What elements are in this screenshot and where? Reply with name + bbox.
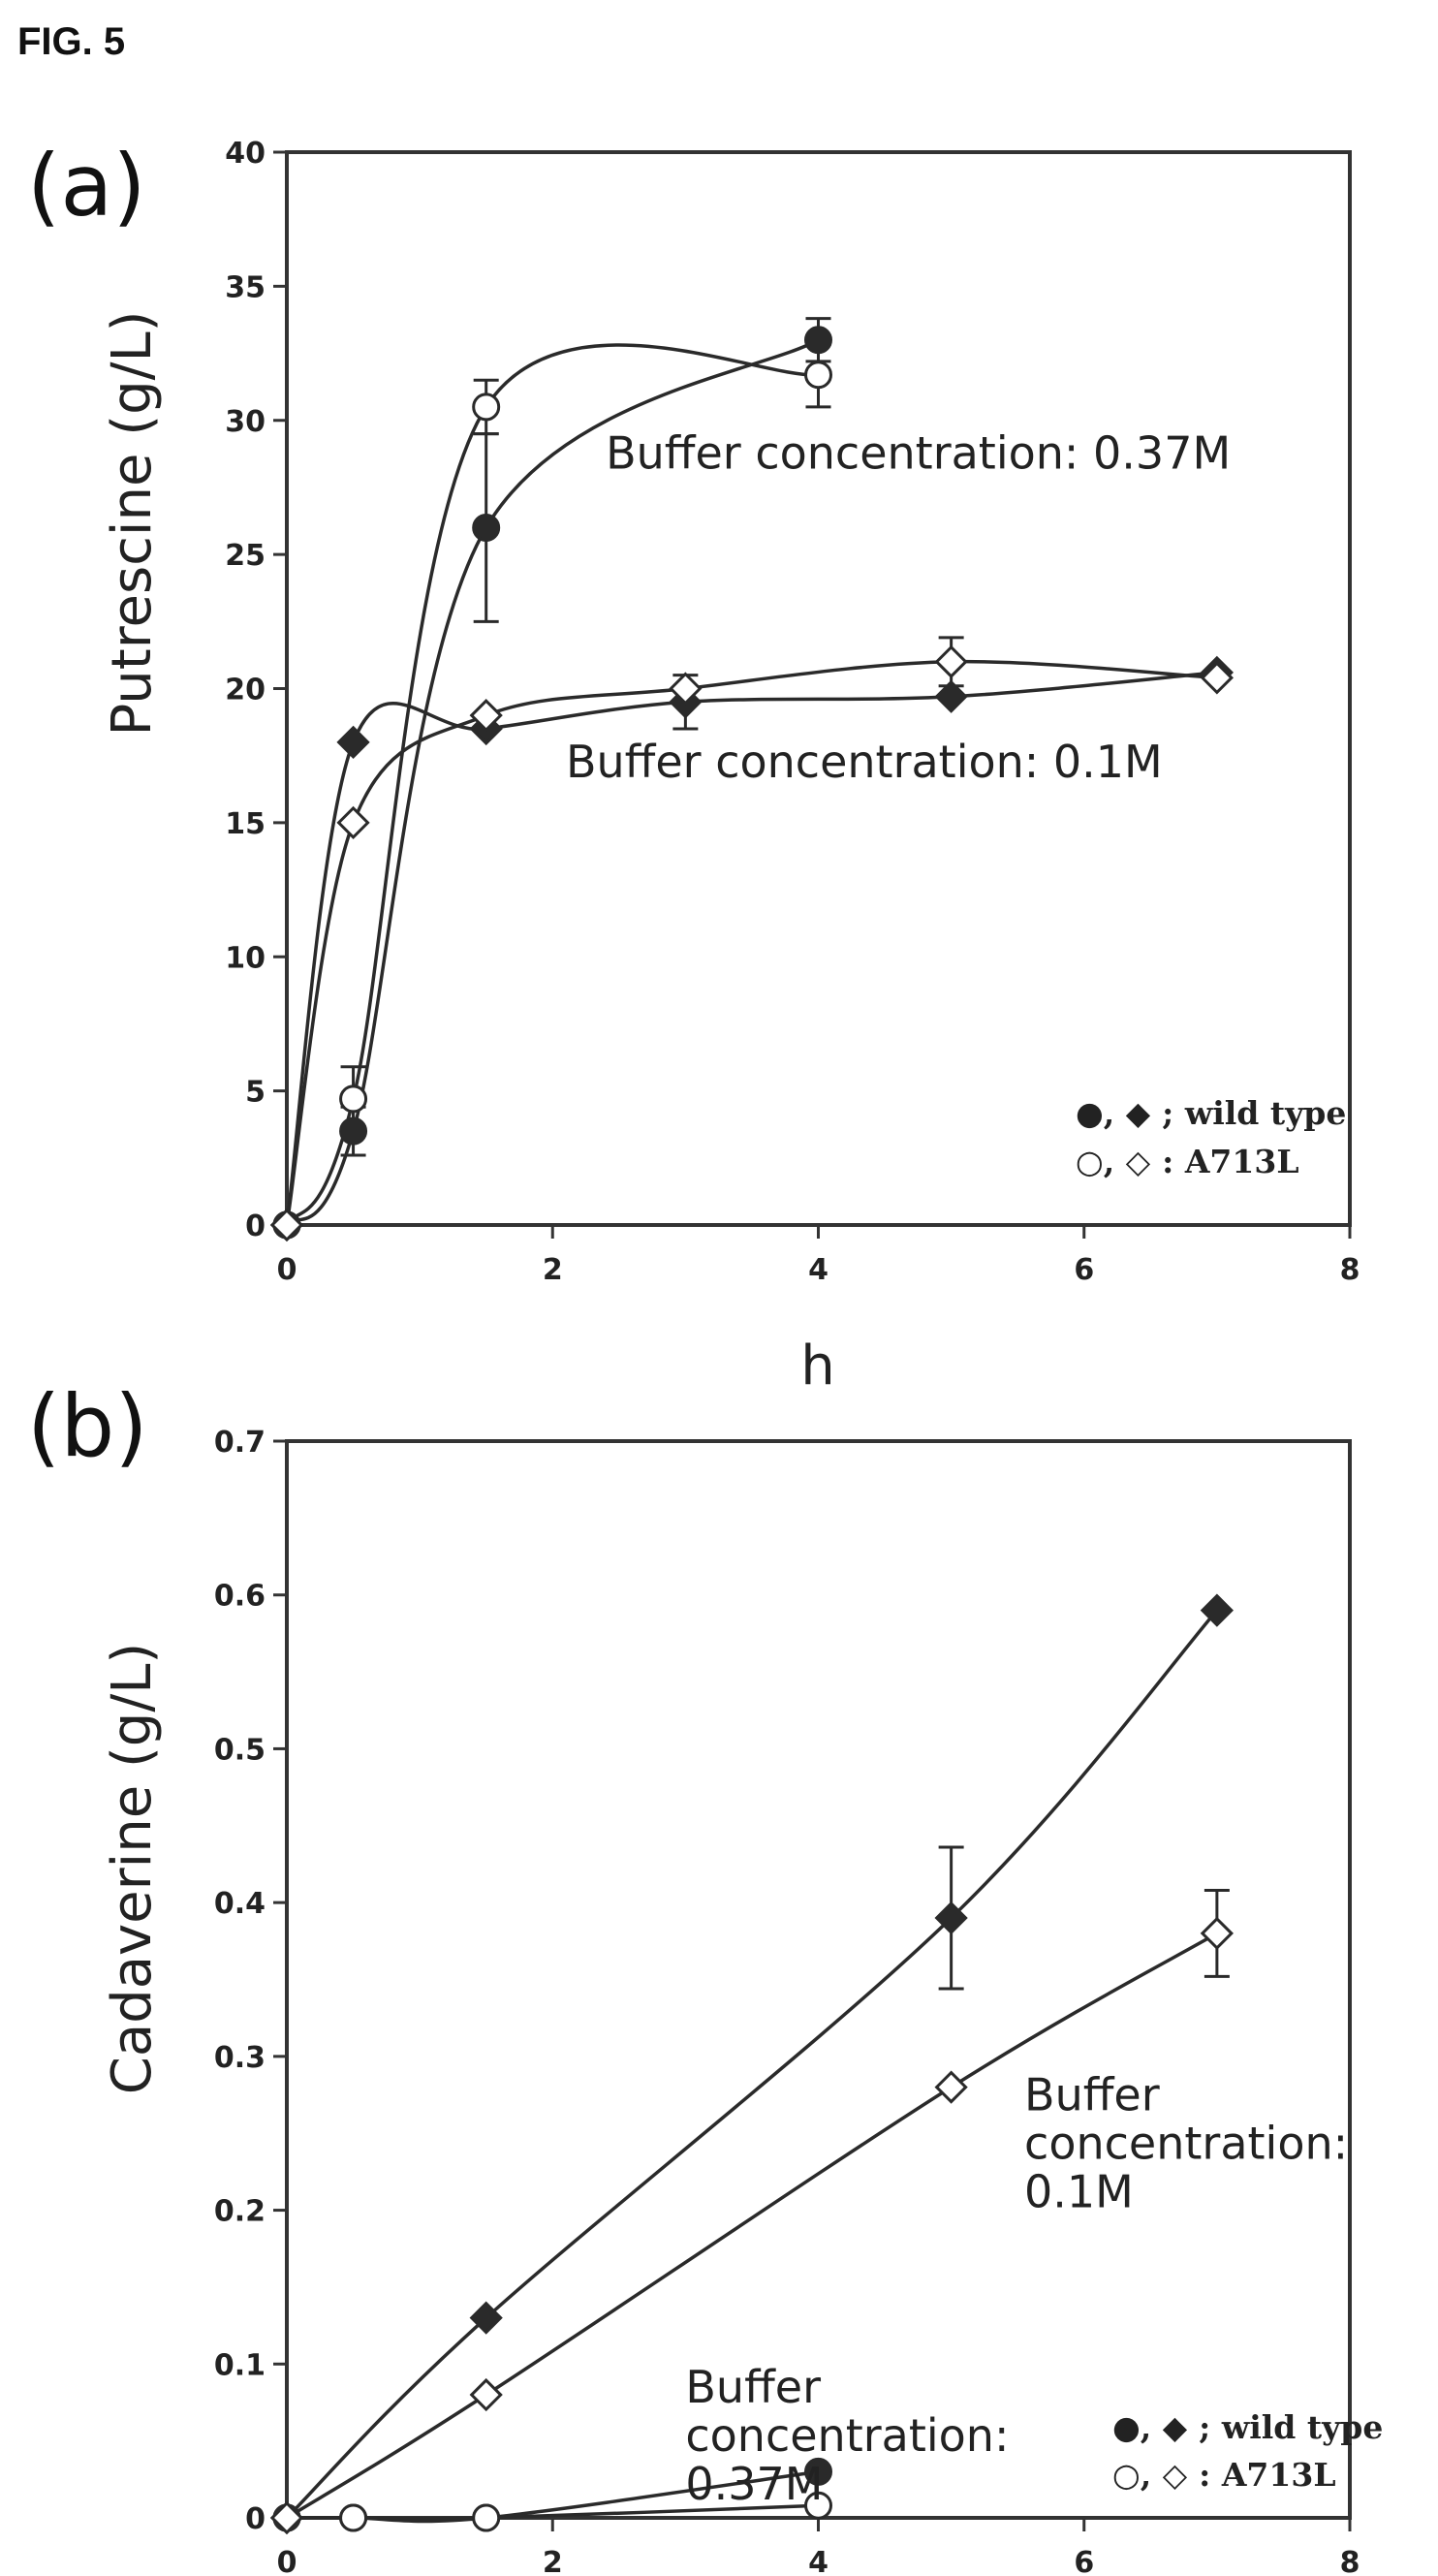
annotation-a-2: Buffer concentration: 0.1M	[566, 736, 1163, 788]
xtick-label-a: 2	[543, 1253, 563, 1287]
ytick-label-b: 0.1	[214, 2348, 266, 2382]
annotation-b-2-line: concentration:	[685, 2409, 1009, 2462]
legend-symbols: ●, ◆	[1076, 1094, 1151, 1132]
plot-frame-a	[285, 150, 1352, 1227]
legend-text: : A713L	[1162, 1143, 1298, 1180]
series-line-b-2	[287, 2503, 819, 2521]
legend-text: ; wild type	[1162, 1094, 1346, 1132]
ytick-label-b: 0	[245, 2502, 266, 2536]
annotation-a-1: Buffer concentration: 0.37M	[606, 427, 1231, 480]
data-point-diamond-filled	[934, 1901, 968, 1935]
legend-symbols: ○, ◇	[1112, 2456, 1188, 2494]
data-point-diamond-open	[469, 2377, 503, 2412]
annotation-b-2-line: 0.37M	[685, 2458, 823, 2510]
ytick-label-a: 5	[245, 1076, 266, 1110]
annotation-b-2-line: Buffer	[685, 2361, 821, 2413]
data-point-diamond-open	[934, 644, 968, 678]
ylabel-a: Putrescine (g/L)	[101, 310, 164, 736]
data-point-diamond-open	[469, 699, 503, 733]
data-point-diamond-open	[1200, 1916, 1234, 1951]
xlabel-a: h	[800, 1335, 835, 1398]
xtick-label-b: 4	[808, 2546, 828, 2576]
chart-b-cadaverine: (b) Cadaverine (g/L) 0 0.1 0.2 0.3 0.4 0.5 0.6…	[27, 1376, 1383, 2576]
legend-symbols: ○, ◇	[1076, 1143, 1151, 1180]
ytick-label-a: 25	[225, 539, 266, 573]
data-point-circle-open	[472, 393, 501, 422]
data-point-diamond-open	[269, 1208, 304, 1242]
ytick-label-a: 10	[225, 941, 266, 975]
xtick-label-a: 4	[808, 1253, 828, 1287]
ytick-label-a: 0	[245, 1209, 266, 1243]
legend-symbols: ●, ◆	[1112, 2408, 1188, 2446]
ytick-label-a: 15	[225, 807, 266, 841]
ytick-label-a: 20	[225, 674, 266, 707]
data-point-circle-open	[804, 361, 832, 390]
series-line-a-4	[285, 659, 1218, 1226]
ytick-label-b: 0.7	[214, 1426, 266, 1460]
ytick-label-b: 0.6	[214, 1580, 266, 1614]
data-point-diamond-filled	[934, 679, 968, 713]
data-point-diamond-filled	[1200, 1593, 1234, 1627]
ytick-label-b: 0.4	[214, 1887, 266, 1921]
series-line-a-2	[285, 343, 819, 1226]
annotation-b-1-line: concentration:	[1024, 2117, 1348, 2169]
ytick-label-b: 0.2	[214, 2195, 266, 2229]
data-point-circle-open	[804, 2491, 832, 2520]
xtick-label-a: 0	[277, 1253, 297, 1287]
xtick-label-b: 8	[1340, 2546, 1360, 2576]
panel-label-a: (a)	[27, 136, 146, 236]
legend-text: ; wild type	[1199, 2408, 1383, 2446]
legend-entry-a-1: ●, ◆ ; wild type	[1076, 1094, 1346, 1132]
data-point-circle-filled	[472, 513, 501, 542]
series-line-b-3	[285, 1609, 1219, 2520]
data-point-diamond-open	[269, 2500, 304, 2535]
panel-label-b: (b)	[27, 1376, 148, 1476]
data-point-circle-filled	[804, 326, 832, 355]
data-point-circle-open	[339, 2503, 368, 2532]
series-line-a-3	[285, 671, 1218, 1226]
data-point-circle-filled	[804, 2457, 832, 2486]
legend-entry-b-2: ○, ◇ : A713L	[1112, 2456, 1336, 2494]
annotation-b-1-line: 0.1M	[1024, 2165, 1134, 2217]
ytick-label-b: 0.5	[214, 1733, 266, 1767]
ytick-label-a: 30	[225, 405, 266, 439]
data-point-diamond-filled	[469, 2301, 503, 2335]
figure-title: FIG. 5	[17, 20, 125, 63]
data-point-diamond-open	[336, 805, 370, 839]
data-point-diamond-filled	[336, 725, 370, 759]
data-point-circle-open	[339, 1084, 368, 1114]
ylabel-b: Cadaverine (g/L)	[101, 1643, 164, 2095]
annotation-b-1-line: Buffer	[1024, 2068, 1160, 2120]
series-line-b-4	[286, 1932, 1218, 2520]
xtick-label-a: 8	[1340, 1253, 1360, 1287]
xtick-label-b: 6	[1074, 2546, 1094, 2576]
ytick-label-b: 0.3	[214, 2041, 266, 2075]
data-point-diamond-open	[1200, 661, 1234, 695]
xtick-label-b: 2	[543, 2546, 563, 2576]
xtick-label-a: 6	[1074, 1253, 1094, 1287]
xtick-label-b: 0	[277, 2546, 297, 2576]
data-point-diamond-open	[669, 672, 703, 706]
legend-entry-a-2: ○, ◇ : A713L	[1076, 1143, 1299, 1180]
data-point-circle-open	[472, 2503, 501, 2532]
chart-a-putrescine: (a) Putrescine (g/L) h 0 5 10 15 20 25 30 35 40 0…	[27, 136, 1360, 1398]
legend-text: : A713L	[1199, 2456, 1335, 2494]
data-point-circle-filled	[339, 1116, 368, 1146]
legend-entry-b-1: ●, ◆ ; wild type	[1112, 2408, 1383, 2446]
ytick-label-a: 40	[225, 137, 266, 171]
data-point-diamond-open	[934, 2070, 968, 2104]
ytick-label-a: 35	[225, 270, 266, 304]
